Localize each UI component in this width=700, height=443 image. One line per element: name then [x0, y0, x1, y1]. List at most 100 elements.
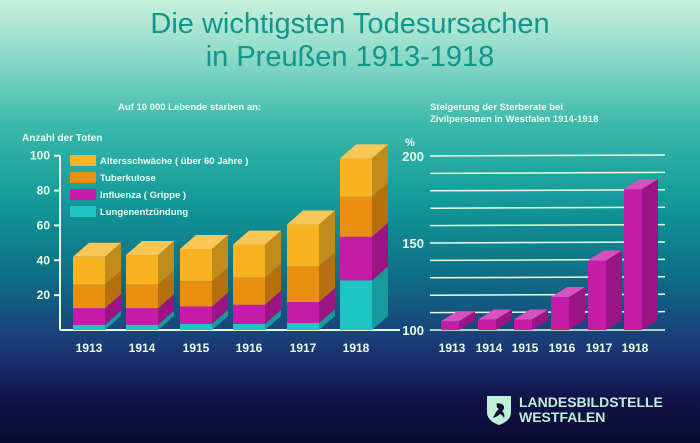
left-bar-segment [287, 224, 319, 267]
left-bar-segment [287, 302, 319, 324]
left-x-tick-label: 1915 [183, 341, 210, 355]
chart-title: Die wichtigsten Todesursachen in Preußen… [0, 8, 700, 74]
right-bar-top [514, 309, 548, 320]
right-bar [624, 189, 642, 330]
right-chart-subtitle: Steigerung der Sterberate bei Zivilperso… [430, 102, 598, 126]
right-bar-side [496, 309, 512, 330]
left-bar-segment-top [287, 210, 335, 225]
right-bar-top [441, 311, 475, 322]
left-bar-segment [340, 280, 372, 330]
left-bar-segment-side [158, 241, 174, 285]
left-bar-segment-side [319, 252, 335, 303]
right-subtitle-line-2: Zivilpersonen in Westfalen 1914-1918 [430, 114, 599, 125]
left-bar-segment-side [265, 263, 281, 305]
legend-swatch [70, 155, 96, 166]
left-bar-segment [126, 284, 158, 309]
right-subtitle-line-1: Steigerung der Sterberate bei [430, 102, 564, 113]
left-x-tick-label: 1916 [236, 341, 263, 355]
right-bar-side [532, 309, 548, 330]
right-x-tick-label: 1915 [512, 341, 539, 355]
left-bar-segment-side [212, 309, 228, 330]
left-bar-segment-top [73, 242, 121, 257]
right-bar-top [551, 286, 585, 297]
right-x-tick-label: 1916 [549, 341, 576, 355]
right-bar [514, 319, 532, 330]
right-bar [588, 260, 606, 330]
right-gridline [429, 171, 666, 175]
right-bar-side [459, 311, 475, 330]
left-bar-segment [287, 323, 319, 330]
right-y-tick-label: 100 [402, 323, 424, 338]
left-x-tick-label: 1913 [76, 341, 103, 355]
left-x-tick-label: 1917 [290, 341, 317, 355]
legend-swatch [70, 189, 96, 200]
logo-line-1: LANDESBILDSTELLE [519, 394, 663, 410]
left-bar-segment [73, 256, 105, 285]
left-bar-segment-side [265, 230, 281, 278]
left-y-tick-label: 60 [37, 218, 51, 232]
right-x-tick-label: 1913 [439, 341, 466, 355]
right-bar-side [569, 286, 585, 330]
left-bar-segment-top [340, 144, 388, 159]
left-bar-segment-side [372, 266, 388, 330]
left-y-tick-label: 40 [37, 253, 51, 267]
right-bar [478, 319, 496, 330]
right-bar-side [606, 250, 622, 330]
right-chart-ylabel: % [405, 137, 415, 149]
right-bar [551, 296, 569, 330]
left-bar-segment-side [372, 182, 388, 237]
left-bar-segment [233, 277, 265, 305]
left-x-tick-label: 1914 [129, 341, 156, 355]
left-bar-segment-top [126, 241, 174, 256]
left-bar-segment [180, 248, 212, 282]
left-bar-segment [340, 236, 372, 281]
right-gridline [429, 154, 666, 157]
left-bar-segment-side [319, 210, 335, 267]
left-bar-segment-side [265, 290, 281, 324]
left-bar-segment-side [319, 309, 335, 330]
logo: LANDESBILDSTELLE WESTFALEN [485, 394, 663, 426]
left-bar-segment-side [105, 242, 121, 285]
left-bar-segment-side [105, 270, 121, 309]
legend-label: Altersschwäche ( über 60 Jahre ) [100, 156, 248, 167]
right-x-tick-label: 1918 [622, 341, 649, 355]
title-line-2: in Preußen 1913-1918 [205, 41, 495, 73]
left-bar-segment [233, 244, 265, 278]
left-bar-segment [126, 324, 158, 330]
left-chart-ylabel: Anzahl der Toten [22, 133, 103, 144]
left-bar-segment-side [212, 267, 228, 307]
left-bar-segment [180, 323, 212, 330]
legend-label: Tuberkulose [100, 173, 156, 184]
left-y-tick-label: 100 [30, 149, 50, 163]
left-bar-segment [180, 281, 212, 307]
left-bar-segment-side [265, 309, 281, 330]
left-bar-segment [340, 158, 372, 197]
right-bar-top [588, 250, 622, 261]
legend-label: Lungenentzündung [100, 207, 188, 218]
right-bar-top [624, 179, 658, 190]
left-bar-segment-top [180, 234, 228, 249]
horse-shield-icon [487, 396, 511, 425]
left-y-tick-label: 20 [37, 288, 51, 302]
left-bar-segment [126, 308, 158, 325]
title-line-1: Die wichtigsten Todesursachen [150, 8, 550, 40]
right-bar-top [478, 309, 512, 320]
right-y-tick-label: 200 [402, 149, 424, 164]
right-bar [441, 321, 459, 330]
legend-swatch [70, 206, 96, 217]
left-bar-segment-side [105, 294, 121, 325]
left-bar-segment-side [212, 292, 228, 324]
legend-swatch [70, 172, 96, 183]
legend-label: Influenza ( Grippe ) [100, 190, 186, 201]
left-bar-segment-side [372, 222, 388, 281]
right-y-tick-label: 150 [402, 236, 424, 251]
left-chart-subtitle: Auf 10 000 Lebende starben an: [118, 102, 262, 113]
left-x-tick-label: 1918 [343, 341, 370, 355]
left-y-tick-label: 80 [37, 184, 51, 198]
right-x-tick-label: 1914 [476, 341, 503, 355]
left-bar-segment-side [212, 234, 228, 282]
left-bar-segment [73, 324, 105, 330]
left-bar-segment [180, 306, 212, 324]
left-bar-segment [73, 308, 105, 325]
